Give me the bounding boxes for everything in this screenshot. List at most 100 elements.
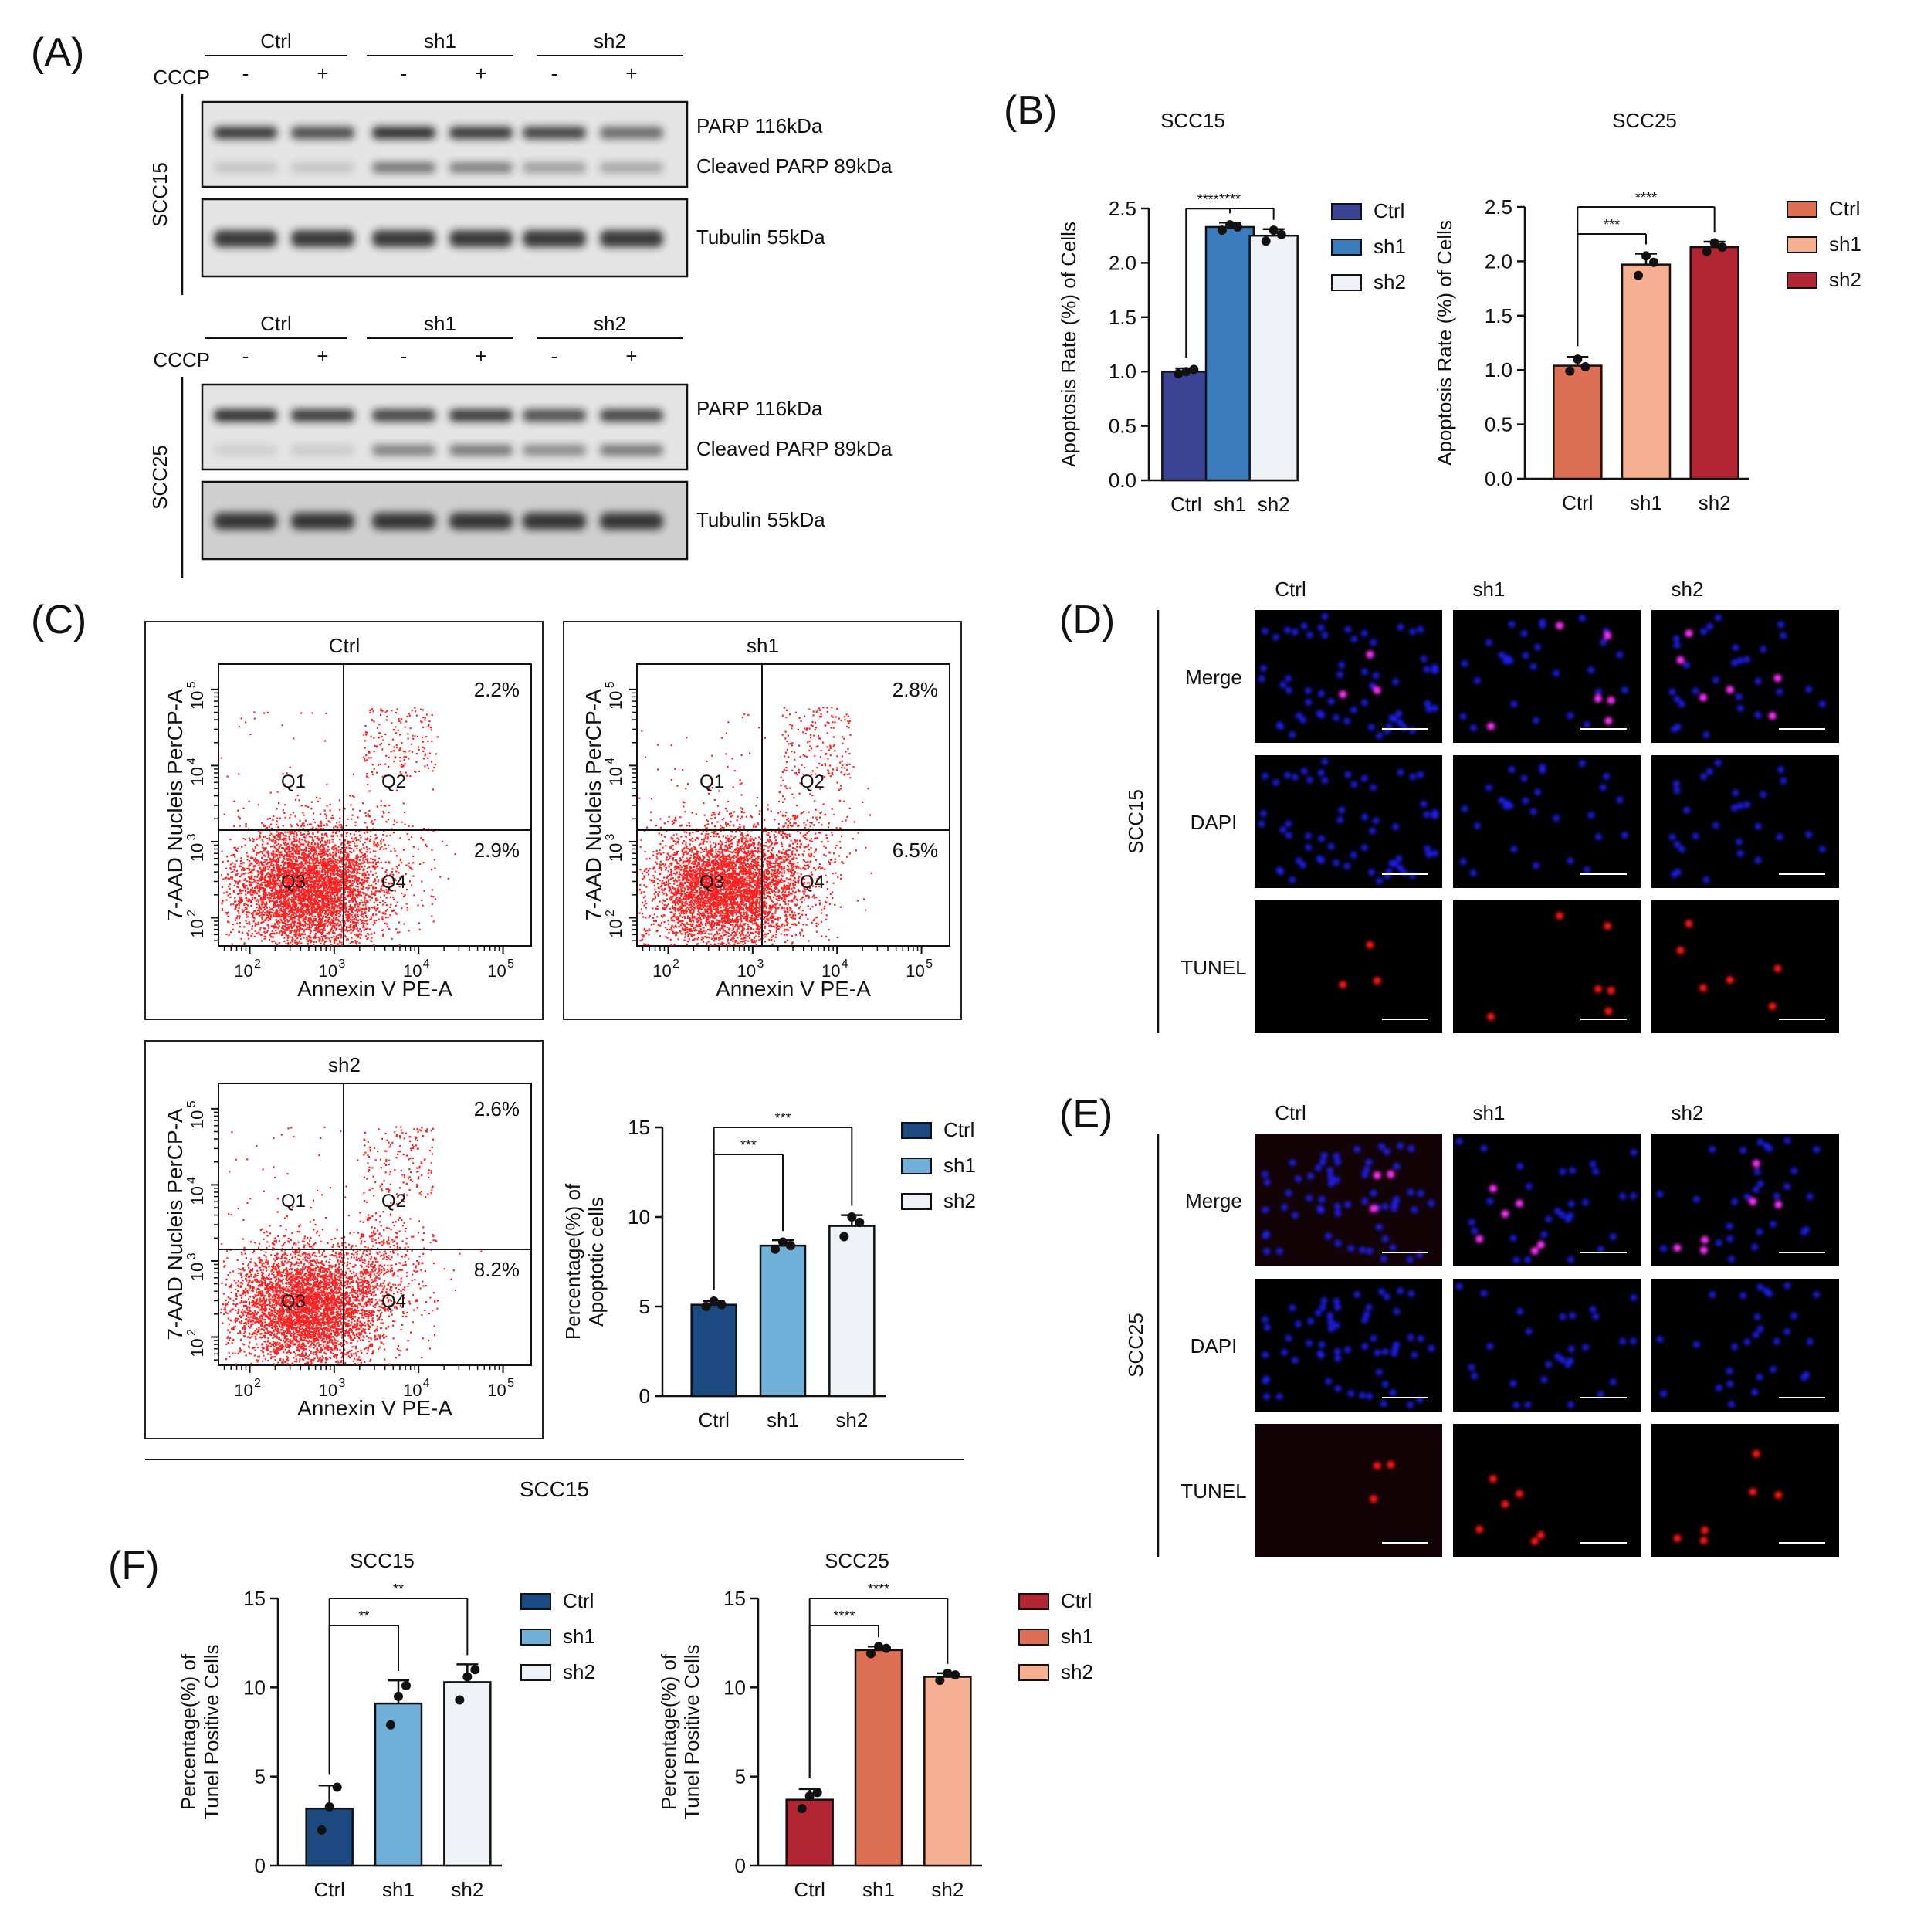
dapi-nucleus [1327,842,1335,850]
dapi-nucleus [1751,1388,1759,1396]
blot-scc15: Ctrl sh1 sh2 CCCP - + - + - + SCC15 PARP 116kDa Clea… [148,29,893,295]
dapi-nucleus [1599,784,1607,791]
dapi-nucleus [1428,1344,1435,1352]
dapi-nucleus [1776,688,1783,696]
dapi-nucleus [1616,796,1624,804]
cell-nuclei [1459,615,1628,732]
data-point [462,1672,473,1682]
dapi-nucleus [1630,1337,1638,1345]
dapi-nucleus [1285,820,1292,828]
blot-scc25: Ctrl sh1 sh2 CCCP - + - + - + SCC25 PARP 116kDa Clea… [148,312,893,578]
dapi-nucleus [1726,1222,1733,1230]
dapi-nucleus [1381,1348,1389,1356]
dapi-nucleus [1367,724,1375,731]
x-tick-exponent: 3 [338,1377,345,1390]
dapi-nucleus [1366,1247,1374,1255]
dapi-nucleus [1520,629,1528,637]
group-label-sh1: sh1 [424,312,456,335]
group-label-ctrl: Ctrl [260,312,291,335]
dapi-nucleus [1277,723,1285,730]
dapi-nucleus [1525,1327,1533,1335]
tunel-positive-nucleus [1604,1007,1613,1015]
dapi-nucleus [1533,717,1540,724]
sig-label: **** [833,1608,855,1624]
dapi-nucleus [1334,1239,1342,1247]
dapi-nucleus [1407,1334,1414,1341]
y-tick-label: 10 [188,1338,207,1357]
cell-nuclei [1487,912,1615,1021]
dapi-nucleus [1263,1393,1271,1401]
cleaved-parp-band [291,445,354,456]
dapi-nucleus [1567,857,1574,865]
x-tick-label: sh2 [835,1408,868,1432]
x-tick-label: 10 [652,961,671,981]
x-tick-label: sh1 [862,1878,895,1901]
dapi-nucleus [1756,1283,1764,1291]
microscopy-column-label: sh1 [1473,1101,1506,1124]
y-tick-exponent: 3 [185,1252,198,1259]
dapi-nucleus [1516,1162,1524,1170]
dapi-nucleus [1597,1391,1604,1398]
dapi-nucleus [1731,1198,1739,1205]
band-label-tubulin: Tubulin 55kDa [696,225,825,249]
dapi-nucleus [1420,655,1428,663]
dapi-nucleus [1508,620,1516,628]
tunel-positive-nucleus [1387,1460,1395,1469]
bar-sh1 [1621,263,1672,480]
dapi-nucleus [1289,1304,1296,1312]
flow-frame [144,621,544,1020]
cell-nuclei [1673,1449,1783,1545]
dapi-nucleus [1372,672,1380,680]
dapi-nucleus [1522,652,1529,659]
dapi-nucleus [1583,720,1590,728]
bar-charts: SCC15 0.0 0.5 1.0 1.5 2.0 2.5 Apoptosis Rate (%… [177,109,1861,1901]
dapi-nucleus [1502,657,1510,665]
flow-plot-title: sh1 [747,634,779,657]
x-tick-label: sh1 [767,1408,799,1432]
data-point [709,1296,719,1307]
dapi-nucleus [1360,629,1368,637]
dapi-nucleus [1263,1248,1271,1256]
dapi-nucleus [1726,1235,1734,1242]
dapi-nucleus [1498,796,1506,804]
dapi-nucleus [1736,802,1744,809]
dapi-nucleus [1388,859,1396,867]
dapi-nucleus [1295,1320,1302,1328]
x-tick-label: 10 [737,961,756,981]
dapi-nucleus [1316,1205,1324,1212]
legend-label: sh2 [563,1660,595,1683]
dapi-nucleus [1365,1158,1373,1166]
data-point [935,1676,945,1686]
tubulin-band [449,513,513,530]
dapi-nucleus [1756,1180,1764,1188]
y-tick-exponent: 3 [185,833,198,840]
dapi-nucleus [1258,820,1265,828]
y-tick-label: 2.0 [1485,249,1512,273]
dapi-nucleus [1363,1310,1370,1318]
dapi-nucleus [1485,784,1492,791]
data-point [1649,257,1658,267]
x-tick-exponent: 2 [254,1377,261,1390]
data-point [1641,251,1651,261]
dapi-nucleus [1702,730,1710,738]
sig-label: ** [358,1608,369,1624]
dapi-nucleus [1683,661,1691,669]
dapi-nucleus [1420,800,1428,808]
dapi-nucleus [1752,1186,1760,1194]
dapi-nucleus [1730,804,1738,812]
dapi-nucleus [1285,675,1292,683]
merge-positive-nucleus [1369,1205,1377,1213]
dapi-nucleus [1672,635,1680,642]
q4-percentage: 2.9% [474,839,520,862]
dapi-nucleus [1469,869,1477,877]
parp-band [600,127,663,139]
x-tick-label: 10 [906,961,924,981]
data-point [1261,236,1271,246]
parp-band [449,409,513,422]
dapi-nucleus [1333,859,1340,866]
dapi-nucleus [1736,704,1744,712]
data-point [455,1695,465,1705]
dapi-nucleus [1806,1338,1814,1346]
group-label-sh2: sh2 [594,312,626,335]
